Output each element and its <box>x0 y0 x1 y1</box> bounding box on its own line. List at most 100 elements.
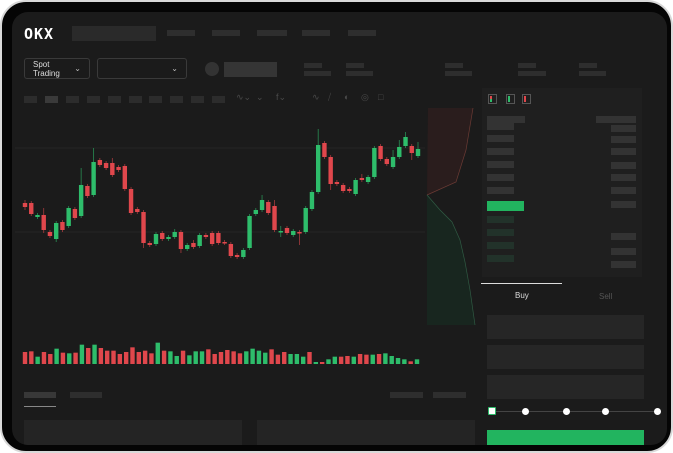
candle[interactable] <box>41 215 46 230</box>
candle[interactable] <box>247 216 252 248</box>
timeframe-button[interactable] <box>191 96 204 103</box>
candle[interactable] <box>272 206 277 230</box>
candle[interactable] <box>172 232 177 237</box>
candle[interactable] <box>160 233 165 239</box>
candle[interactable] <box>53 223 59 239</box>
okx-logo[interactable]: OKX <box>24 25 55 43</box>
total-input[interactable] <box>487 375 644 399</box>
candle[interactable] <box>415 149 421 156</box>
candle[interactable] <box>334 182 340 184</box>
candle[interactable] <box>228 244 234 256</box>
spot-trading-dropdown[interactable]: Spot Trading ⌄ <box>24 58 90 79</box>
candle[interactable] <box>365 177 371 182</box>
candle[interactable] <box>353 180 358 194</box>
candle[interactable] <box>372 148 377 177</box>
candle[interactable] <box>197 235 202 246</box>
timeframe-button[interactable] <box>24 96 37 103</box>
orderbook-bid-row[interactable] <box>611 248 636 255</box>
camera-icon[interactable]: ◐ <box>344 92 350 102</box>
tab-open-orders[interactable] <box>24 392 56 398</box>
nav-item[interactable] <box>167 30 195 36</box>
candle[interactable] <box>328 157 333 184</box>
candle[interactable] <box>103 163 109 168</box>
orderbook-ask-row[interactable] <box>487 242 514 249</box>
candle[interactable] <box>166 237 171 239</box>
orderbook-bid-row[interactable] <box>611 233 636 240</box>
candle[interactable] <box>97 160 103 165</box>
candle[interactable] <box>409 146 414 153</box>
orderbook-bid-row[interactable] <box>611 125 636 132</box>
candle[interactable] <box>60 222 65 230</box>
orderbook-ask-row[interactable] <box>487 201 524 211</box>
candle[interactable] <box>110 163 115 175</box>
candle[interactable] <box>29 203 34 214</box>
nav-item[interactable] <box>212 30 240 36</box>
candle[interactable] <box>266 202 271 213</box>
amount-slider-track[interactable] <box>492 411 657 412</box>
candle[interactable] <box>184 245 190 249</box>
candle[interactable] <box>203 235 209 237</box>
candle[interactable] <box>303 208 308 232</box>
candle[interactable] <box>22 203 28 207</box>
buy-submit-button[interactable] <box>487 430 644 445</box>
candle[interactable] <box>322 143 327 157</box>
orderbook-ask-row[interactable] <box>487 161 514 168</box>
timeframe-button[interactable] <box>66 96 79 103</box>
tab-sell[interactable]: Sell <box>599 292 613 301</box>
timeframe-button[interactable] <box>108 96 121 103</box>
orderbook-ask-row[interactable] <box>487 123 514 130</box>
slider-step-75[interactable] <box>602 408 609 415</box>
candle[interactable] <box>66 208 71 226</box>
price-input[interactable] <box>487 315 644 339</box>
orderbook-bid-row[interactable] <box>611 174 636 181</box>
orderbook-ask-row[interactable] <box>487 255 514 262</box>
settings-icon[interactable]: ◎ <box>361 92 369 102</box>
timeframe-button[interactable] <box>129 96 142 103</box>
candle[interactable] <box>122 166 128 189</box>
orderbook-ask-row[interactable] <box>487 229 514 236</box>
orderbook-bid-row[interactable] <box>611 162 636 169</box>
fx-icon[interactable]: f⌄ <box>276 92 287 102</box>
candle[interactable] <box>191 243 196 247</box>
timeframe-button[interactable] <box>45 96 58 103</box>
candle[interactable] <box>309 192 315 209</box>
tab-buy[interactable]: Buy <box>515 291 529 300</box>
orderbook-ask-row[interactable] <box>487 174 514 181</box>
candle[interactable] <box>85 186 90 196</box>
ruler-icon[interactable]: ⧸ <box>328 92 332 102</box>
candle[interactable] <box>35 215 40 217</box>
candle[interactable] <box>178 232 184 249</box>
orderbook-view-both-icon[interactable] <box>488 94 497 104</box>
search-bar[interactable] <box>72 26 156 41</box>
timeframe-button[interactable] <box>212 96 225 103</box>
fullscreen-icon[interactable]: □ <box>378 92 384 102</box>
chart-type-icon[interactable]: ⌄ <box>256 92 264 102</box>
candle[interactable] <box>141 212 146 243</box>
orderbook-view-buy-icon[interactable] <box>506 94 515 104</box>
timeframe-button[interactable] <box>170 96 183 103</box>
candle[interactable] <box>209 233 215 244</box>
orderbook-bid-row[interactable] <box>611 201 636 208</box>
candle[interactable] <box>291 231 296 235</box>
candle[interactable] <box>72 209 78 218</box>
candle[interactable] <box>147 243 152 245</box>
candle[interactable] <box>378 146 383 159</box>
orderbook-bid-row[interactable] <box>611 187 636 194</box>
amount-slider-handle[interactable] <box>488 407 496 415</box>
candle[interactable] <box>340 185 346 191</box>
candle[interactable] <box>216 233 221 243</box>
candle[interactable] <box>390 157 396 167</box>
orderbook-ask-row[interactable] <box>487 148 514 155</box>
nav-item[interactable] <box>302 30 330 36</box>
candle[interactable] <box>222 242 227 244</box>
candle[interactable] <box>135 209 140 212</box>
slider-step-25[interactable] <box>522 408 529 415</box>
orderbook-bid-row[interactable] <box>611 148 636 155</box>
candle[interactable] <box>347 189 352 191</box>
candle[interactable] <box>359 178 365 180</box>
timeframe-button[interactable] <box>149 96 162 103</box>
orderbook-ask-row[interactable] <box>487 216 514 223</box>
candle[interactable] <box>116 167 121 170</box>
candle[interactable] <box>47 232 53 236</box>
filter-button[interactable] <box>390 392 423 398</box>
